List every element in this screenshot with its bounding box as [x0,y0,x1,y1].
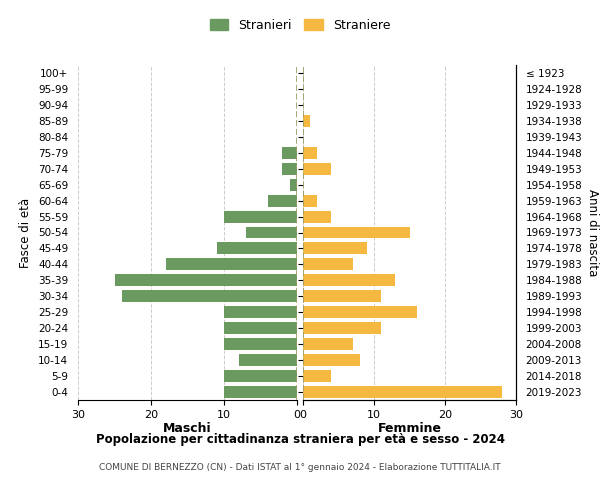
Bar [303,242,367,254]
X-axis label: Maschi: Maschi [163,422,212,436]
Bar [303,115,310,127]
Bar [303,210,331,222]
Text: COMUNE DI BERNEZZO (CN) - Dati ISTAT al 1° gennaio 2024 - Elaborazione TUTTITALI: COMUNE DI BERNEZZO (CN) - Dati ISTAT al … [99,462,501,471]
Bar [303,226,410,238]
Bar [303,306,416,318]
Bar [224,338,297,350]
Legend: Stranieri, Straniere: Stranieri, Straniere [205,14,395,37]
X-axis label: Femmine: Femmine [377,422,442,436]
Bar [283,147,297,158]
Bar [303,194,317,206]
Bar [224,370,297,382]
Y-axis label: Fasce di età: Fasce di età [19,198,32,268]
Bar [115,274,297,286]
Bar [303,338,353,350]
Bar [217,242,297,254]
Bar [303,162,331,174]
Bar [224,306,297,318]
Bar [303,354,360,366]
Bar [224,386,297,398]
Bar [303,290,381,302]
Bar [283,162,297,174]
Bar [246,226,297,238]
Bar [290,178,297,190]
Bar [122,290,297,302]
Bar [224,210,297,222]
Bar [303,147,317,158]
Bar [303,386,502,398]
Bar [303,258,353,270]
Y-axis label: Anni di nascita: Anni di nascita [586,189,599,276]
Bar [166,258,297,270]
Text: Popolazione per cittadinanza straniera per età e sesso - 2024: Popolazione per cittadinanza straniera p… [95,432,505,446]
Bar [239,354,297,366]
Bar [224,322,297,334]
Bar [303,370,331,382]
Bar [303,322,381,334]
Bar [303,274,395,286]
Bar [268,194,297,206]
